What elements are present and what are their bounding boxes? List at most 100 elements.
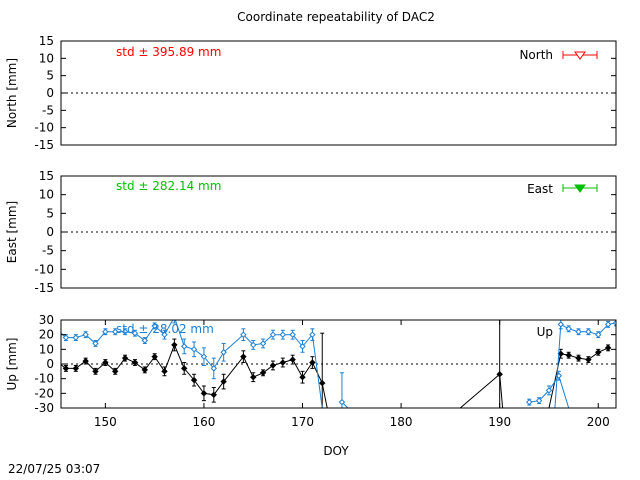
- x-tick-label: 200: [587, 415, 610, 429]
- up-series-1-point: [535, 397, 543, 404]
- east-y-tick-label: 5: [46, 206, 54, 220]
- up-series-0-point: [309, 359, 316, 366]
- up-series-0-point: [190, 376, 198, 384]
- up-y-tick-label: 20: [39, 328, 54, 342]
- up-series-1-point: [240, 331, 247, 338]
- up-series-0-line: [459, 373, 504, 408]
- up-series-0-point: [259, 369, 267, 377]
- up-series-1-point: [545, 387, 553, 394]
- up-series-0-point: [210, 391, 218, 399]
- up-series-1-point: [575, 328, 582, 335]
- east-legend-label: East: [527, 182, 553, 196]
- up-series-1-point: [338, 398, 346, 406]
- up-y-tick-label: 10: [39, 342, 54, 356]
- up-series-0-point: [82, 357, 89, 365]
- up-series-1-point: [557, 321, 565, 328]
- x-tick-label: 190: [488, 415, 511, 429]
- up-x-ticks: 150 160 170 180 190 200: [94, 320, 610, 429]
- timestamp: 22/07/25 03:07: [8, 462, 100, 476]
- north-y-tick-label: -15: [34, 138, 54, 152]
- up-series-0-point: [319, 379, 326, 387]
- north-std-label: std ± 395.89 mm: [116, 45, 221, 59]
- up-series-0-point: [121, 354, 129, 362]
- up-series-0-point: [585, 356, 592, 363]
- up-series-1-point: [250, 341, 257, 349]
- up-series-1-point: [54, 326, 59, 331]
- up-series-1-point: [82, 331, 89, 338]
- up-series-1-point: [585, 328, 592, 335]
- north-legend-marker: [574, 51, 586, 60]
- up-series-0-point: [604, 344, 612, 352]
- east-panel: 15 10 5 0 -5 -10 -15 East [mm] std ± 282.14 mm…: [5, 169, 617, 295]
- north-y-axis-label: North [mm]: [5, 58, 19, 128]
- up-series-0-point: [131, 359, 139, 366]
- up-series-0-point: [112, 368, 119, 375]
- up-series-1-point: [565, 325, 572, 333]
- up-series-1-point: [181, 343, 188, 350]
- north-y-tick-label: 5: [46, 69, 54, 83]
- north-y-tick-label: 15: [39, 34, 54, 48]
- x-tick-label: 160: [192, 415, 215, 429]
- north-y-tick-label: 10: [39, 51, 54, 65]
- chart-title: Coordinate repeatability of DAC2: [237, 10, 435, 24]
- up-series-1-point: [279, 331, 287, 338]
- up-series-1-line: [554, 322, 616, 408]
- up-series-0-point: [496, 371, 503, 378]
- up-series-0-point: [200, 390, 208, 397]
- up-series-1-point: [131, 329, 139, 337]
- east-y-tick-label: 0: [46, 225, 54, 239]
- east-y-tick-label: -5: [42, 244, 54, 258]
- up-series-0-point: [269, 362, 277, 369]
- up-series-0-point: [92, 368, 99, 375]
- up-series-1-point: [299, 343, 306, 350]
- up-y-tick-label: -10: [34, 372, 54, 386]
- up-series-1-point: [190, 346, 198, 353]
- up-y-tick-label: 30: [39, 313, 54, 327]
- east-std-label: std ± 282.14 mm: [116, 179, 221, 193]
- up-series-1-point: [259, 340, 267, 347]
- up-series-0-point: [181, 365, 188, 372]
- east-y-tick-label: 10: [39, 188, 54, 202]
- up-series-0-point: [161, 368, 168, 375]
- up-series-1-point: [92, 340, 99, 347]
- up-y-tick-label: -30: [34, 401, 54, 415]
- up-series-0-point: [289, 356, 296, 363]
- east-y-axis-label: East [mm]: [5, 201, 19, 263]
- up-series-1-point: [526, 398, 533, 406]
- up-series-1-point: [112, 328, 119, 335]
- up-series-1-point: [220, 349, 227, 356]
- up-series-1-point: [595, 331, 602, 338]
- up-series-1-point: [269, 331, 277, 338]
- up-series-1-point: [161, 331, 168, 338]
- up-series-1-point: [141, 337, 148, 344]
- east-y-tick-label: -10: [34, 262, 54, 276]
- up-y-tick-label: -20: [34, 386, 54, 400]
- up-series-0-point: [240, 353, 247, 360]
- up-std-label: std ± 28.02 mm: [116, 322, 214, 336]
- up-series-0-point: [565, 351, 572, 359]
- up-series-0-point: [72, 365, 79, 372]
- up-series-0-point: [141, 366, 148, 374]
- x-axis-label: DOY: [323, 444, 349, 458]
- up-series-0-point: [62, 365, 70, 372]
- north-panel: 15 10 5 0 -5 -10 -15 North [mm] std ± 395.89 m…: [5, 34, 617, 152]
- up-series-1-point: [289, 331, 296, 338]
- north-y-tick-label: -10: [34, 121, 54, 135]
- up-series-0-point: [575, 354, 582, 362]
- up-series-0-point: [54, 359, 59, 364]
- up-series-0-point: [299, 373, 306, 381]
- up-series-0-point: [250, 373, 257, 381]
- up-series-1-point: [604, 321, 612, 328]
- up-series-1-point: [210, 365, 218, 372]
- x-tick-label: 150: [94, 415, 117, 429]
- north-y-tick-label: 0: [46, 86, 54, 100]
- up-series-0-point: [279, 359, 287, 366]
- up-series-group: [54, 320, 616, 408]
- up-series-1-point: [174, 320, 175, 321]
- north-legend-label: North: [519, 48, 553, 62]
- up-legend: Up: [537, 325, 553, 339]
- up-series-1-point: [121, 328, 129, 335]
